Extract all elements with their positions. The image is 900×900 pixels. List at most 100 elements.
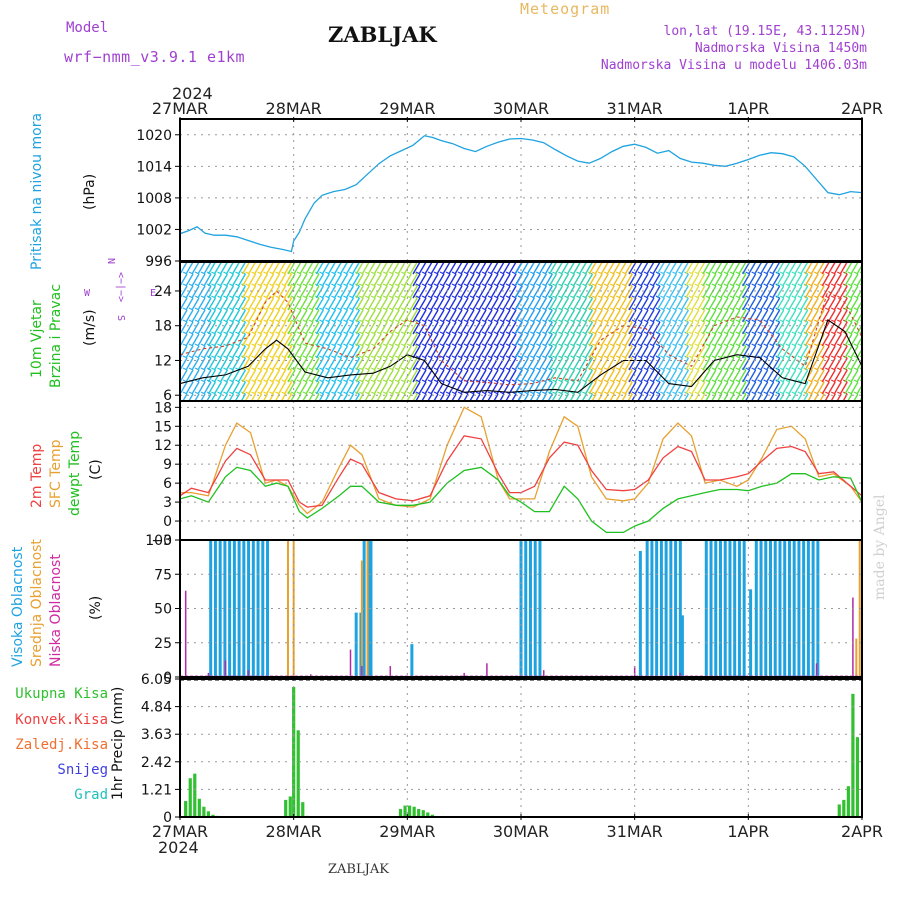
wind-barb: [800, 333, 809, 347]
wind-barb: [594, 345, 603, 359]
wind-barb: [385, 297, 394, 311]
lonlat-label: lon,lat (19.15E, 43.1125N): [663, 24, 868, 39]
wind-barb: [668, 273, 678, 287]
wind-barb: [584, 262, 594, 275]
high-cloud-bar: [237, 540, 241, 677]
wind-barb: [827, 345, 836, 359]
wind-barb: [600, 262, 609, 275]
wind-barb: [430, 309, 439, 323]
wind-barb: [606, 369, 615, 383]
wind-barb: [253, 273, 263, 287]
wind-barb: [213, 262, 223, 275]
wind-barb: [397, 369, 406, 383]
wind-barb: [253, 285, 263, 299]
wind-barb: [662, 321, 672, 335]
wind-barb: [460, 321, 469, 335]
wind-barb: [508, 357, 517, 371]
wind-barb: [225, 357, 235, 371]
ytick-label-temperature: 12: [154, 438, 172, 454]
wind-barb: [237, 262, 247, 275]
wind-barb: [788, 273, 797, 287]
wind-barb: [436, 309, 445, 323]
wind-barb: [231, 309, 241, 323]
wind-barb: [782, 357, 791, 371]
wind-barb: [508, 297, 517, 311]
wind-barb: [816, 309, 825, 323]
wind-barb: [496, 309, 505, 323]
wind-barb: [430, 381, 439, 395]
wind-barb: [742, 321, 751, 335]
wind-barb: [311, 321, 320, 335]
wind-barb: [685, 297, 694, 311]
wind-barb: [588, 273, 597, 287]
wind-barb: [738, 333, 747, 347]
wind-barb: [373, 285, 382, 299]
wind-barb: [594, 309, 603, 323]
wind-barb: [588, 297, 597, 311]
wind-barb: [418, 357, 427, 371]
wind-barb: [544, 321, 553, 335]
wind-barb: [345, 357, 355, 371]
wind-barb: [588, 345, 597, 359]
wind-barb: [339, 273, 349, 287]
wind-barb: [180, 321, 188, 335]
wind-barb: [646, 285, 655, 299]
wind-barb: [180, 333, 188, 347]
wind-barb: [697, 297, 706, 311]
wind-barb: [409, 273, 418, 287]
wind-barb: [532, 321, 541, 335]
wind-barb: [367, 262, 376, 275]
wind-barb: [508, 262, 517, 275]
wind-barb: [554, 357, 564, 371]
wind-barb: [606, 333, 615, 347]
wind-barb: [367, 333, 376, 347]
wind-barb: [548, 357, 558, 371]
precip-bar: [426, 812, 430, 817]
wind-barb: [794, 381, 803, 395]
wind-barb: [397, 285, 406, 299]
wind-barb: [554, 273, 564, 287]
wind-gust-line: [180, 290, 862, 386]
wind-barb: [714, 285, 723, 299]
wind-barb: [794, 369, 803, 383]
model-label: Model: [66, 20, 109, 36]
wind-barb: [794, 345, 803, 359]
wind-barb: [584, 369, 594, 383]
wind-barb: [361, 357, 370, 371]
wind-barb: [584, 285, 594, 299]
wind-barb: [856, 371, 862, 383]
wind-barb: [339, 357, 349, 371]
wind-barb: [311, 285, 320, 299]
wind-barb: [738, 309, 747, 323]
wind-barb: [810, 273, 819, 287]
wind-barb: [207, 309, 217, 323]
wind-barb: [409, 297, 418, 311]
wind-barb: [321, 369, 331, 383]
wind-barb: [714, 345, 723, 359]
wind-barb: [544, 369, 553, 383]
wind-barb: [203, 369, 212, 383]
wind-barb: [185, 321, 194, 335]
precip-bar: [292, 686, 296, 817]
wind-barb: [772, 369, 781, 383]
wind-barb: [225, 273, 235, 287]
wind-barb: [241, 297, 251, 311]
wind-barb: [766, 285, 775, 299]
high-cloud-bar: [768, 540, 772, 677]
high-cloud-bar: [674, 540, 678, 677]
wind-barb: [412, 381, 421, 395]
wind-barb: [821, 381, 830, 395]
wind-barb: [526, 345, 535, 359]
wind-barb: [578, 285, 588, 299]
wind-barb: [293, 262, 302, 275]
wind-barb: [351, 357, 361, 371]
high-cloud-bar: [806, 540, 810, 677]
wind-barb: [379, 381, 388, 395]
wind-barb: [231, 369, 241, 383]
wind-barb: [327, 285, 337, 299]
wind-barb: [640, 345, 649, 359]
wind-barb: [339, 345, 349, 359]
wind-barb: [618, 273, 627, 287]
wind-barb: [708, 345, 717, 359]
wind-barb: [520, 381, 529, 395]
